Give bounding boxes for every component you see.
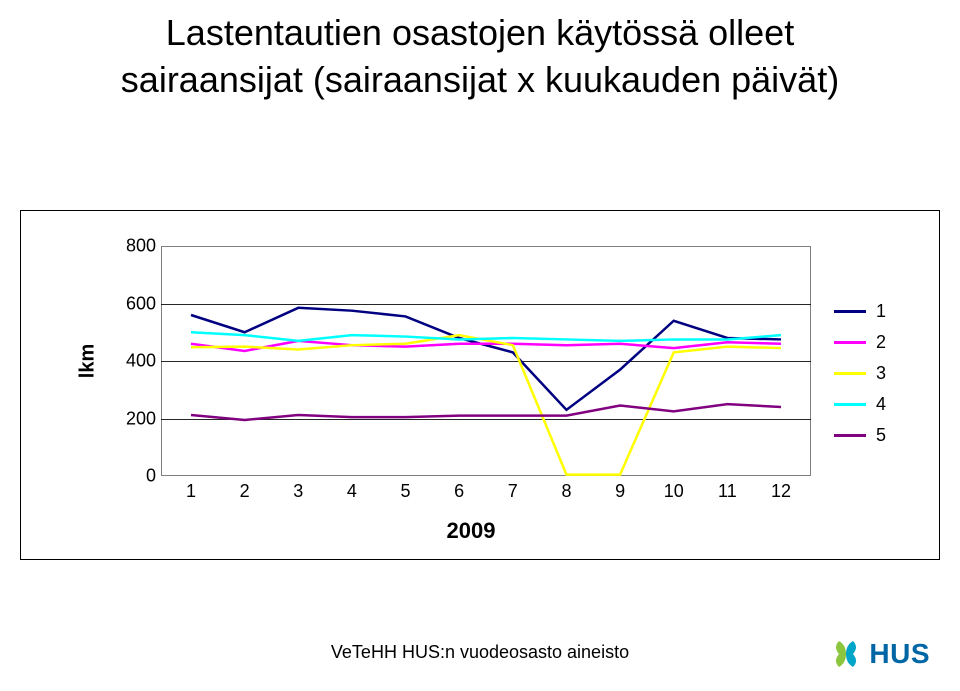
legend: 1 2 3 4 5: [834, 301, 914, 456]
x-tick: 2: [240, 481, 250, 502]
legend-item: 3: [834, 363, 914, 384]
x-tick: 6: [454, 481, 464, 502]
x-tick: 7: [508, 481, 518, 502]
series-5: [191, 404, 781, 420]
y-tick: 400: [116, 351, 156, 372]
x-tick: 11: [718, 481, 737, 502]
x-tick: 12: [771, 481, 791, 502]
legend-item: 2: [834, 332, 914, 353]
x-tick: 10: [664, 481, 684, 502]
y-tick: 200: [116, 408, 156, 429]
footer-text: VeTeHH HUS:n vuodeosasto aineisto: [0, 642, 960, 663]
legend-label: 5: [876, 425, 886, 446]
x-tick: 8: [561, 481, 571, 502]
series-3: [191, 335, 781, 474]
legend-swatch: [834, 372, 866, 375]
x-tick: 5: [401, 481, 411, 502]
logo-icon: [829, 637, 863, 671]
y-tick: 800: [116, 236, 156, 257]
legend-swatch: [834, 403, 866, 406]
x-tick: 3: [293, 481, 303, 502]
x-tick: 9: [615, 481, 625, 502]
y-axis-label: lkm: [77, 344, 100, 378]
legend-item: 1: [834, 301, 914, 322]
plot-area: lkm 0200400600800 123456789101112 2009: [131, 246, 811, 476]
hus-logo: HUS: [829, 637, 930, 671]
series-1: [191, 308, 781, 410]
legend-label: 4: [876, 394, 886, 415]
legend-item: 4: [834, 394, 914, 415]
series-4: [191, 332, 781, 341]
x-axis-label: 2009: [447, 518, 496, 544]
legend-label: 2: [876, 332, 886, 353]
x-tick: 1: [186, 481, 196, 502]
x-tick: 4: [347, 481, 357, 502]
logo-text: HUS: [869, 638, 930, 670]
chart-container: lkm 0200400600800 123456789101112 2009 1…: [20, 210, 940, 560]
y-tick: 0: [116, 466, 156, 487]
legend-swatch: [834, 434, 866, 437]
legend-swatch: [834, 341, 866, 344]
title-line-1: Lastentautien osastojen käytössä olleet: [0, 10, 960, 57]
line-series: [161, 246, 811, 476]
title-line-2: sairaansijat (sairaansijat x kuukauden p…: [0, 57, 960, 104]
chart-title: Lastentautien osastojen käytössä olleet …: [0, 0, 960, 104]
legend-swatch: [834, 310, 866, 313]
legend-item: 5: [834, 425, 914, 446]
legend-label: 3: [876, 363, 886, 384]
legend-label: 1: [876, 301, 886, 322]
y-tick: 600: [116, 293, 156, 314]
